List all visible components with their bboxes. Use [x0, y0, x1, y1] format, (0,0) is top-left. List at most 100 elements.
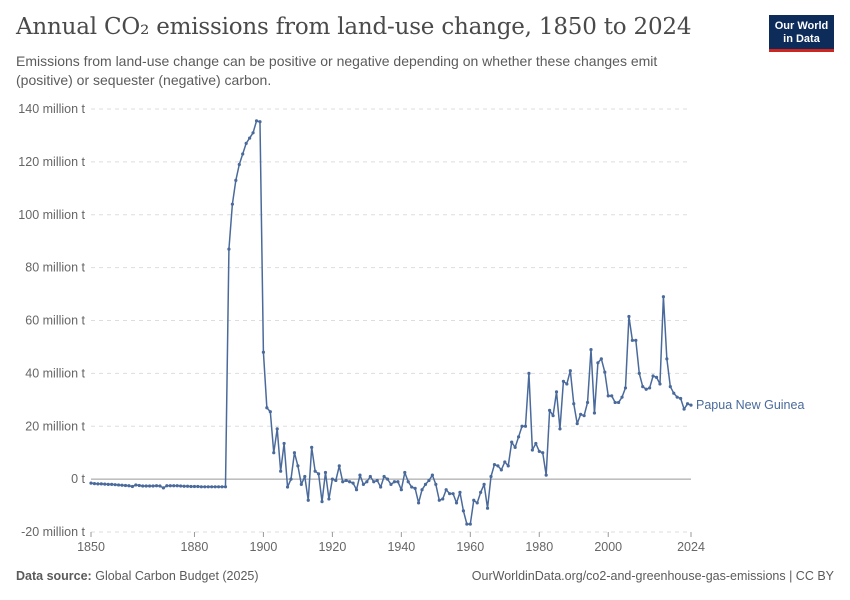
data-point[interactable]: [613, 400, 617, 405]
data-point[interactable]: [361, 482, 366, 487]
data-point[interactable]: [285, 485, 290, 489]
data-point[interactable]: [630, 338, 634, 342]
data-point[interactable]: [579, 412, 583, 416]
data-point[interactable]: [492, 462, 497, 467]
data-point[interactable]: [423, 482, 428, 487]
data-point[interactable]: [261, 350, 266, 354]
data-source-link[interactable]: Global Carbon Budget (2025): [95, 569, 259, 583]
data-point[interactable]: [572, 402, 576, 406]
data-point[interactable]: [403, 470, 407, 475]
data-point[interactable]: [292, 451, 297, 455]
data-point[interactable]: [589, 347, 593, 352]
data-point[interactable]: [306, 498, 310, 502]
data-point[interactable]: [582, 414, 586, 418]
data-point[interactable]: [485, 506, 490, 510]
data-point[interactable]: [210, 485, 214, 489]
data-point[interactable]: [320, 500, 324, 504]
data-point[interactable]: [527, 371, 531, 375]
data-point[interactable]: [141, 484, 145, 488]
data-point[interactable]: [192, 484, 197, 489]
data-point[interactable]: [389, 482, 393, 487]
data-point[interactable]: [679, 396, 683, 401]
data-point[interactable]: [275, 427, 279, 431]
data-point[interactable]: [158, 484, 162, 488]
data-point[interactable]: [220, 485, 224, 489]
data-point[interactable]: [441, 497, 445, 501]
data-point[interactable]: [165, 484, 169, 488]
data-point[interactable]: [399, 488, 403, 492]
data-point[interactable]: [189, 484, 193, 489]
data-point[interactable]: [648, 386, 652, 390]
data-point[interactable]: [634, 338, 638, 342]
data-point[interactable]: [665, 357, 669, 361]
data-point[interactable]: [127, 484, 131, 488]
data-point[interactable]: [465, 522, 469, 526]
data-point[interactable]: [248, 136, 252, 140]
data-point[interactable]: [606, 394, 610, 398]
data-point[interactable]: [675, 395, 679, 399]
data-point[interactable]: [99, 482, 103, 486]
owid-logo[interactable]: Our World in Data: [769, 15, 834, 52]
data-point[interactable]: [654, 375, 659, 379]
data-point[interactable]: [385, 477, 390, 481]
data-point[interactable]: [151, 484, 155, 488]
series-label[interactable]: Papua New Guinea: [696, 398, 804, 412]
data-point[interactable]: [558, 427, 562, 431]
data-point[interactable]: [337, 464, 341, 468]
data-point[interactable]: [461, 509, 466, 513]
data-point[interactable]: [358, 473, 362, 477]
data-point[interactable]: [548, 408, 552, 412]
data-point[interactable]: [406, 480, 410, 484]
data-point[interactable]: [130, 484, 134, 489]
data-point[interactable]: [172, 484, 176, 488]
data-point[interactable]: [575, 422, 579, 426]
data-point[interactable]: [351, 481, 355, 485]
data-point[interactable]: [203, 485, 207, 489]
data-point[interactable]: [620, 395, 624, 399]
data-point[interactable]: [568, 369, 572, 373]
data-point[interactable]: [110, 482, 114, 487]
data-point[interactable]: [413, 486, 417, 490]
data-point[interactable]: [161, 486, 166, 490]
data-point[interactable]: [372, 480, 376, 484]
data-point[interactable]: [479, 490, 483, 494]
data-point[interactable]: [299, 482, 303, 487]
data-point[interactable]: [430, 473, 434, 477]
data-point[interactable]: [651, 374, 655, 378]
data-point[interactable]: [213, 485, 217, 489]
data-point[interactable]: [106, 482, 110, 487]
data-point[interactable]: [279, 469, 283, 473]
data-point[interactable]: [344, 478, 348, 483]
data-point[interactable]: [348, 480, 352, 484]
data-point[interactable]: [468, 522, 472, 526]
data-point[interactable]: [206, 485, 210, 489]
data-point[interactable]: [92, 482, 97, 486]
data-point[interactable]: [334, 478, 338, 483]
data-point[interactable]: [516, 435, 521, 439]
data-point[interactable]: [537, 449, 541, 453]
data-point[interactable]: [365, 480, 369, 484]
data-point[interactable]: [596, 361, 600, 365]
data-point[interactable]: [313, 469, 317, 473]
data-point[interactable]: [561, 379, 566, 383]
data-point[interactable]: [316, 472, 321, 476]
data-point[interactable]: [368, 474, 372, 479]
data-point[interactable]: [637, 371, 641, 375]
data-point[interactable]: [454, 501, 459, 505]
data-point[interactable]: [554, 390, 559, 394]
data-point[interactable]: [323, 470, 328, 475]
data-point[interactable]: [199, 485, 203, 489]
data-point[interactable]: [623, 386, 628, 390]
data-point[interactable]: [113, 483, 117, 487]
data-point[interactable]: [223, 485, 228, 489]
data-point[interactable]: [282, 441, 286, 446]
data-point[interactable]: [272, 451, 276, 455]
data-point[interactable]: [658, 382, 662, 386]
data-point[interactable]: [489, 474, 493, 479]
data-point[interactable]: [303, 474, 307, 479]
data-point[interactable]: [268, 410, 272, 414]
data-point[interactable]: [330, 477, 334, 481]
data-point[interactable]: [451, 492, 455, 496]
data-point[interactable]: [341, 480, 345, 484]
data-point[interactable]: [410, 485, 414, 489]
